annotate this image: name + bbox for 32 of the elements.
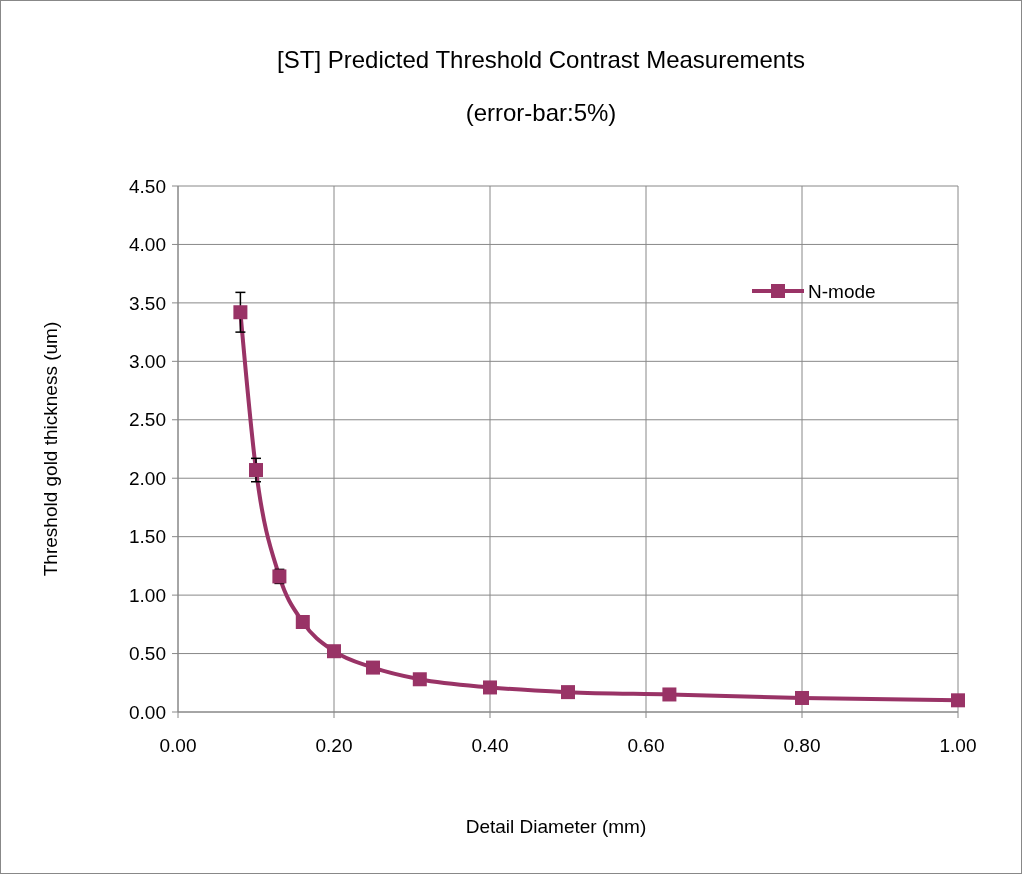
- chart-subtitle: (error-bar:5%): [465, 99, 617, 126]
- point: [412, 672, 427, 687]
- x-tick-label: 0.80: [783, 735, 821, 756]
- y-tick-label: 0.50: [129, 643, 166, 665]
- x-tick-label: 1.00: [939, 735, 977, 756]
- point: [295, 615, 310, 629]
- y-tick-label: 4.50: [129, 175, 166, 197]
- y-axis-title: Threshold gold thickness (um): [40, 321, 61, 577]
- point: [662, 687, 677, 702]
- point: [951, 693, 965, 708]
- chart-title: [ST] Predicted Threshold Contrast Measurements: [277, 46, 805, 73]
- x-tick-label: 0.00: [159, 735, 197, 756]
- x-tick-label: 0.60: [627, 735, 665, 756]
- point: [483, 680, 497, 695]
- point: [233, 305, 248, 320]
- point: [366, 660, 380, 675]
- x-tick-label: 0.40: [471, 735, 509, 756]
- y-tick-label: 2.50: [129, 409, 166, 431]
- y-tick-label: 1.00: [129, 584, 166, 606]
- y-tick-label: 2.00: [129, 467, 166, 489]
- point: [327, 644, 341, 659]
- y-tick-label: 1.50: [129, 526, 166, 548]
- legend-label: N-mode: [808, 280, 876, 302]
- y-tick-label: 3.00: [129, 350, 166, 372]
- y-tick-label: 4.00: [129, 234, 166, 256]
- point: [249, 463, 263, 478]
- y-tick-label: 0.00: [129, 701, 166, 723]
- x-axis-title: Detail Diameter (mm): [465, 816, 647, 837]
- x-tick-label: 0.20: [315, 735, 353, 756]
- point: [795, 690, 809, 705]
- y-tick-label: 3.50: [129, 292, 166, 314]
- point: [561, 685, 575, 700]
